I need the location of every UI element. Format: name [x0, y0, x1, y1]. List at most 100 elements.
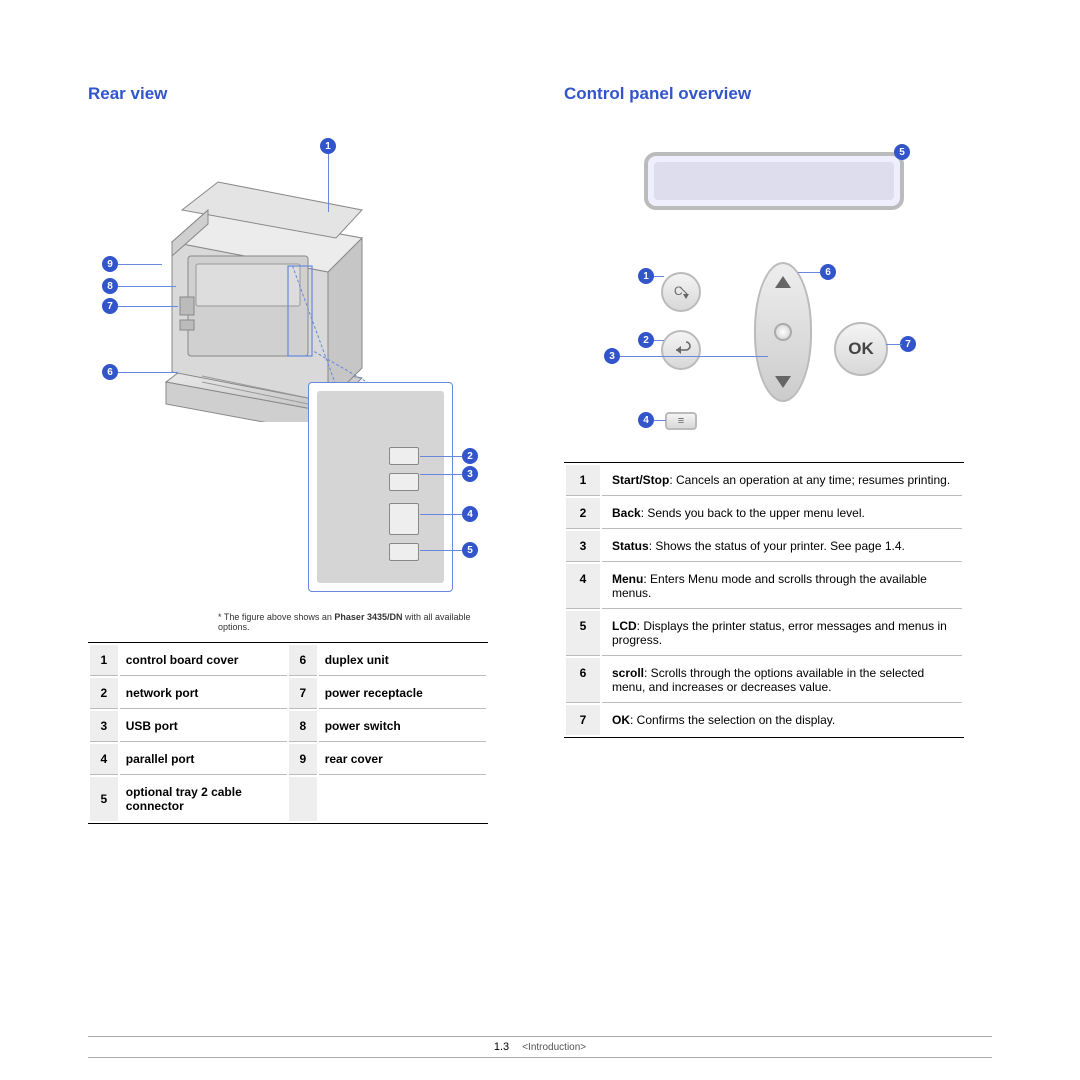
cp-desc: Status: Shows the status of your printer…	[602, 531, 962, 562]
part-num: 5	[90, 777, 118, 821]
control-panel-table: 1Start/Stop: Cancels an operation at any…	[564, 462, 964, 738]
back-button[interactable]	[661, 330, 701, 370]
panel-badge-6: 6	[820, 264, 836, 280]
scroll-dpad[interactable]	[754, 262, 812, 402]
ok-button[interactable]: OK	[834, 322, 888, 376]
cp-row: 5LCD: Displays the printer status, error…	[566, 611, 962, 656]
page-number: 1.3	[494, 1041, 509, 1053]
cp-num: 4	[566, 564, 600, 609]
cp-num: 5	[566, 611, 600, 656]
part-num: 3	[90, 711, 118, 742]
start-stop-button[interactable]: C	[661, 272, 701, 312]
lead-line	[420, 456, 462, 457]
part-num: 8	[289, 711, 317, 742]
lead-line	[118, 372, 178, 373]
cp-row: 1Start/Stop: Cancels an operation at any…	[566, 465, 962, 496]
rear-caption: * The figure above shows an Phaser 3435/…	[218, 612, 498, 632]
cp-row: 7OK: Confirms the selection on the displ…	[566, 705, 962, 735]
cp-desc: Start/Stop: Cancels an operation at any …	[602, 465, 962, 496]
part-label: control board cover	[120, 645, 287, 676]
part-label: duplex unit	[319, 645, 486, 676]
parts-row: 1control board cover6duplex unit	[90, 645, 486, 676]
part-num	[289, 777, 317, 821]
rear-parts-table: 1control board cover6duplex unit2network…	[88, 642, 488, 824]
lead-line	[654, 276, 664, 277]
part-num: 2	[90, 678, 118, 709]
cp-desc: scroll: Scrolls through the options avai…	[602, 658, 962, 703]
cp-desc: Menu: Enters Menu mode and scrolls throu…	[602, 564, 962, 609]
port-closeup	[308, 382, 453, 592]
part-label: parallel port	[120, 744, 287, 775]
rear-view-figure: 1 9 8 7 6 2 3 4 5 * The figure above sho…	[88, 122, 488, 602]
lead-line	[118, 264, 162, 265]
part-label: power receptacle	[319, 678, 486, 709]
rear-badge-8: 8	[102, 278, 118, 294]
control-panel-figure: C ≡ OK 5 1 2 3 4 6 7	[564, 122, 964, 442]
panel-badge-4: 4	[638, 412, 654, 428]
rear-badge-4: 4	[462, 506, 478, 522]
lead-line	[328, 154, 329, 212]
ok-label: OK	[848, 339, 874, 359]
panel-badge-7: 7	[900, 336, 916, 352]
lead-line	[118, 286, 176, 287]
lead-line	[118, 306, 178, 307]
rear-view-heading: Rear view	[88, 84, 516, 104]
left-column: Rear view	[88, 84, 516, 824]
lead-line	[420, 550, 462, 551]
part-num: 6	[289, 645, 317, 676]
status-led	[774, 323, 792, 341]
panel-heading: Control panel overview	[564, 84, 992, 104]
panel-badge-3: 3	[604, 348, 620, 364]
rear-badge-2: 2	[462, 448, 478, 464]
lead-line	[620, 356, 768, 357]
part-num: 4	[90, 744, 118, 775]
lead-line	[420, 514, 462, 515]
cp-desc: OK: Confirms the selection on the displa…	[602, 705, 962, 735]
lead-line	[886, 344, 902, 345]
panel-badge-5: 5	[894, 144, 910, 160]
right-column: Control panel overview C ≡ OK 5 1 2 3 4 …	[564, 84, 992, 824]
cp-row: 6scroll: Scrolls through the options ava…	[566, 658, 962, 703]
part-label: power switch	[319, 711, 486, 742]
rear-badge-5: 5	[462, 542, 478, 558]
parts-row: 3USB port8power switch	[90, 711, 486, 742]
part-num: 7	[289, 678, 317, 709]
parts-row: 5optional tray 2 cable connector	[90, 777, 486, 821]
caption-model: Phaser 3435/DN	[334, 612, 402, 622]
rear-badge-6: 6	[102, 364, 118, 380]
cp-row: 3Status: Shows the status of your printe…	[566, 531, 962, 562]
rear-badge-9: 9	[102, 256, 118, 272]
cp-num: 3	[566, 531, 600, 562]
part-label	[319, 777, 486, 821]
cp-num: 2	[566, 498, 600, 529]
rear-badge-7: 7	[102, 298, 118, 314]
lead-line	[798, 272, 820, 273]
svg-text:C: C	[674, 284, 683, 298]
part-label: USB port	[120, 711, 287, 742]
part-num: 1	[90, 645, 118, 676]
cp-num: 1	[566, 465, 600, 496]
cp-desc: Back: Sends you back to the upper menu l…	[602, 498, 962, 529]
page-footer: 1.3 <Introduction>	[88, 1036, 992, 1058]
lead-line	[654, 340, 664, 341]
section-label: <Introduction>	[522, 1042, 586, 1053]
part-label: network port	[120, 678, 287, 709]
cp-row: 2Back: Sends you back to the upper menu …	[566, 498, 962, 529]
cp-num: 7	[566, 705, 600, 735]
rear-badge-1: 1	[320, 138, 336, 154]
lead-line	[654, 420, 666, 421]
caption-prefix: * The figure above shows an	[218, 612, 334, 622]
part-label: optional tray 2 cable connector	[120, 777, 287, 821]
rear-badge-3: 3	[462, 466, 478, 482]
menu-button[interactable]: ≡	[665, 412, 697, 430]
parts-row: 2network port7power receptacle	[90, 678, 486, 709]
cp-desc: LCD: Displays the printer status, error …	[602, 611, 962, 656]
lead-line	[420, 474, 462, 475]
parts-row: 4parallel port9rear cover	[90, 744, 486, 775]
panel-badge-2: 2	[638, 332, 654, 348]
cp-row: 4Menu: Enters Menu mode and scrolls thro…	[566, 564, 962, 609]
cp-num: 6	[566, 658, 600, 703]
lcd-display	[644, 152, 904, 210]
panel-badge-1: 1	[638, 268, 654, 284]
part-num: 9	[289, 744, 317, 775]
